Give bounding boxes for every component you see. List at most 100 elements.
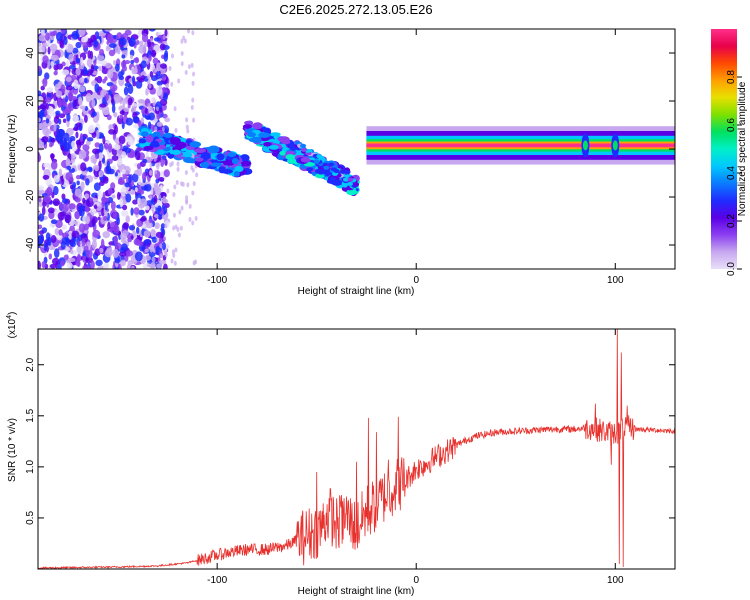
noise-dot [91,216,98,224]
noise-dot [38,95,44,105]
colorbar-gradient [711,29,737,269]
noise-dot [138,120,142,128]
noise-dot [156,70,161,77]
noise-dot [75,131,79,139]
noise-dot [104,76,108,81]
noise-dot [99,48,105,56]
noise-dot [38,34,47,42]
noise-dot [107,168,115,175]
noise-dot [58,229,63,236]
noise-dot [121,33,129,39]
noise-dot [96,111,100,121]
noise-dot [134,65,138,75]
noise-dot [160,63,167,69]
noise-dot [163,235,167,241]
noise-dot [119,37,127,46]
y-tick-label: 40 [25,47,36,59]
noise-dot [172,212,176,218]
noise-dot [103,110,110,115]
noise-dot [38,185,45,191]
noise-dot [68,203,76,210]
noise-dot [62,118,67,123]
noise-dot [144,108,148,114]
signal-blob [183,157,195,164]
noise-dot [52,185,59,196]
noise-dot [60,84,66,94]
noise-dot [181,181,185,187]
noise-dot [54,228,60,236]
noise-dot [124,82,132,87]
noise-dot [50,60,55,68]
noise-dot [107,187,113,196]
noise-dot [192,181,196,187]
noise-dot [58,113,66,119]
noise-dot [50,219,58,225]
noise-dot [113,144,121,151]
noise-dot [85,140,91,146]
noise-dot [38,224,43,230]
noise-dot [55,90,63,98]
snr-marks [38,329,675,569]
noise-dot [103,263,109,269]
signal-blob [353,182,360,187]
noise-dot [105,165,110,172]
noise-dot [146,38,152,48]
spectrogram-marks [38,29,675,269]
noise-dot [91,239,97,250]
noise-dot [74,210,81,220]
noise-dot [99,247,104,253]
noise-dot [190,62,194,68]
noise-dot [186,128,190,134]
snr-x-axis-label: Height of straight line (km) [298,586,415,597]
noise-dot [105,93,109,102]
x-tick-label: -100 [207,275,227,286]
y-tick-label: 1.0 [25,459,36,473]
noise-dot [38,230,45,235]
noise-dot [78,208,85,217]
snr-y-ticks: 0.5 1.0 1.5 2.0 [25,357,675,525]
noise-dot [155,231,163,238]
signal-blob [171,149,182,155]
noise-dot [57,211,65,221]
noise-dot [194,259,198,265]
y-tick-label: 20 [25,95,36,107]
noise-dot [61,224,67,231]
noise-dot [148,112,156,121]
signal-blob [234,165,244,173]
noise-dot [119,197,124,208]
noise-dot [110,182,116,190]
noise-dot [190,165,194,171]
noise-dot [55,31,64,42]
noise-dot [117,180,126,185]
noise-dot [45,102,49,110]
noise-dot [66,113,71,122]
noise-dot [75,41,82,49]
noise-dot [147,103,151,109]
noise-dot [105,62,112,69]
noise-dot [120,243,128,252]
colorbar-ticks: 0.0 0.2 0.4 0.6 0.8 [726,70,742,276]
noise-dot [134,187,138,193]
noise-dot [148,170,153,176]
signal-blob [175,141,187,149]
noise-dot [187,64,191,70]
noise-dot [38,117,41,123]
noise-dot [50,160,58,170]
noise-dot [91,91,98,101]
noise-dot [113,93,121,102]
noise-dot [38,111,45,117]
noise-dot [76,140,82,150]
noise-dot [38,213,45,222]
noise-dot [162,113,168,119]
noise-dot [176,166,180,172]
noise-dot [111,155,119,162]
noise-dot [130,265,135,269]
noise-dot [122,222,130,230]
noise-dot [53,174,60,183]
noise-dot [61,193,66,200]
chart-title: C2E6.2025.272.13.05.E26 [279,2,432,17]
y-tick-label: 0 [25,146,36,152]
noise-dot [127,138,135,146]
noise-dot [65,171,73,181]
